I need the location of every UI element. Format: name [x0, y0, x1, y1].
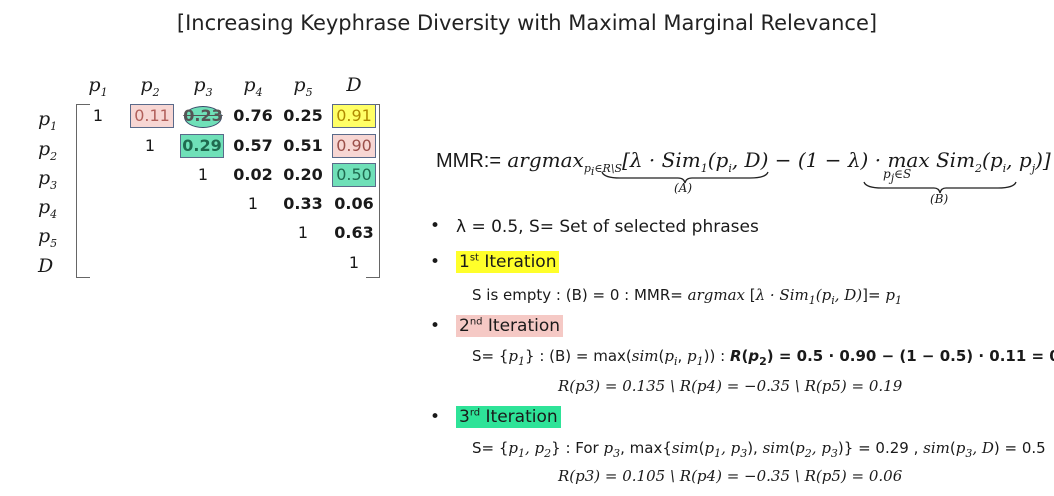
bullet-dot: •: [430, 252, 441, 272]
matrix-left-bracket: [76, 104, 90, 278]
matrix-cell: 0.23: [183, 106, 223, 125]
iteration-2-line-2: R(p3) = 0.135 \ R(p4) = −0.35 \ R(p5) = …: [558, 377, 903, 395]
cell-highlight-p3-D: [332, 163, 376, 187]
bullet-dot: •: [430, 216, 441, 236]
matrix-right-bracket: [366, 104, 380, 278]
matrix-cell: 0.33: [283, 194, 323, 213]
matrix-cell: 0.06: [334, 194, 374, 213]
iteration-1-label: 1st Iteration: [456, 251, 560, 273]
iteration-1-text: S is empty : (B) = 0 : MMR= argmax [λ · …: [472, 286, 902, 307]
bullet-dot: •: [430, 407, 441, 427]
cell-highlight-p1-p2: [130, 104, 174, 128]
max-subscript: pj∈S: [883, 167, 912, 185]
row-header-D: D: [38, 255, 54, 277]
matrix-cell: 0.90: [336, 136, 372, 155]
bullet-dot: •: [430, 316, 441, 336]
row-header-p3: p3: [38, 167, 58, 192]
iteration-3-line-2: R(p3) = 0.105 \ R(p4) = −0.35 \ R(p5) = …: [558, 467, 903, 485]
col-header-p1: p1: [88, 74, 108, 99]
underbrace-a: [601, 171, 769, 184]
label-b: (B): [930, 192, 949, 206]
row-header-p2: p2: [38, 138, 58, 163]
matrix-cell: 0.50: [336, 165, 372, 184]
iteration-2-label: 2nd Iteration: [456, 315, 564, 337]
col-header-p3: p3: [193, 74, 213, 99]
matrix-cell: 1: [144, 136, 156, 155]
cell-highlight-p1-D: [332, 104, 376, 128]
matrix-cell: 0.76: [233, 106, 273, 125]
cell-ellipse-p1-p3: [184, 106, 222, 128]
underbrace-b: [863, 181, 1017, 194]
matrix-cell: 0.63: [334, 223, 374, 242]
col-header-p4: p4: [243, 74, 263, 99]
matrix-cell: 0.57: [233, 136, 273, 155]
cell-highlight-p2-D: [332, 134, 376, 158]
matrix-cell: 1: [197, 165, 209, 184]
similarity-matrix: p1 p2 p3 p4 p5 D p1 p2 p3 p4 p5 D 1 0.11…: [24, 74, 404, 284]
col-header-p5: p5: [293, 74, 313, 99]
matrix-cell: 0.25: [283, 106, 323, 125]
mmr-formula: MMR:= argmaxpi∈R\S[λ · Sim1(pi, D) − (1 …: [436, 148, 1051, 179]
bullet-lambda: λ = 0.5, S= Set of selected phrases: [456, 217, 759, 237]
row-header-p5: p5: [38, 225, 58, 250]
row-header-p1: p1: [38, 108, 58, 133]
matrix-cell: 0.02: [233, 165, 273, 184]
iteration-2-line-1: S= {p1} : (B) = max(sim(pi, p1)) : R(p2)…: [472, 347, 1054, 368]
matrix-cell: 1: [348, 253, 360, 272]
iteration-3-line-1: S= {p1, p2} : For p3, max{sim(p1, p3), s…: [472, 439, 1046, 460]
matrix-cell: 0.91: [336, 106, 372, 125]
matrix-cell: 1: [297, 223, 309, 242]
page-title: [Increasing Keyphrase Diversity with Max…: [176, 11, 878, 35]
col-header-p2: p2: [140, 74, 160, 99]
matrix-cell: 0.51: [283, 136, 323, 155]
col-header-D: D: [346, 74, 362, 96]
matrix-cell: 1: [92, 106, 104, 125]
label-a: (A): [674, 181, 693, 195]
row-header-p4: p4: [38, 196, 58, 221]
matrix-cell: 0.29: [182, 136, 222, 155]
matrix-cell: 0.11: [134, 106, 170, 125]
matrix-cell: 1: [247, 194, 259, 213]
matrix-cell: 0.20: [283, 165, 323, 184]
iteration-3-label: 3rd Iteration: [456, 406, 561, 428]
cell-highlight-p2-p3: [180, 134, 224, 158]
